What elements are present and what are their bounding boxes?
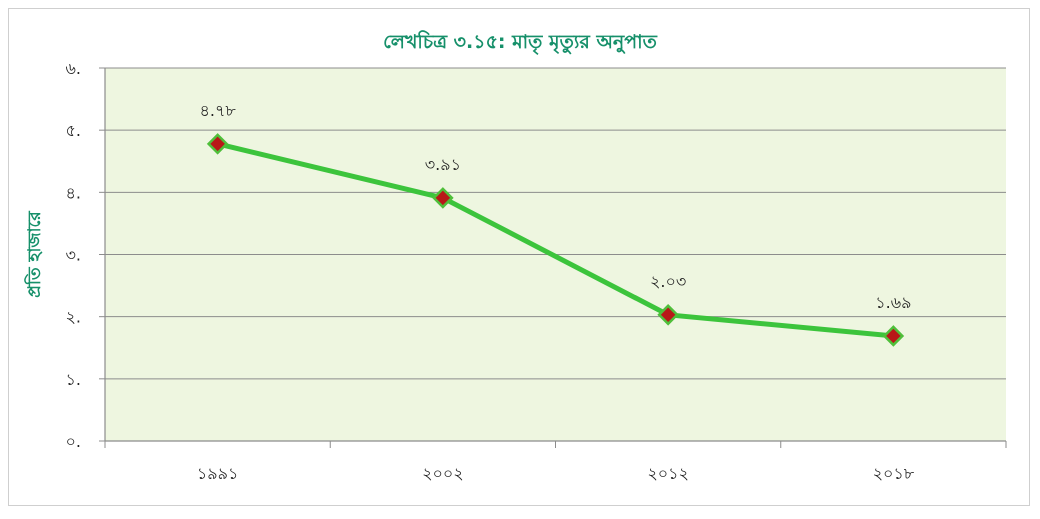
data-label: ৪.৭৮ bbox=[199, 101, 236, 120]
data-labels: ৪.৭৮ ৩.৯১ ২.০৩ ১.৬৯ bbox=[199, 101, 911, 312]
data-label: ১.৬৯ bbox=[875, 293, 911, 312]
x-tick-label: ২০১২ bbox=[647, 464, 689, 483]
y-tick-label: ৪. bbox=[66, 183, 81, 202]
y-tick-label: ২. bbox=[66, 308, 82, 327]
x-tick-label: ২০০২ bbox=[422, 464, 464, 483]
data-point-marker bbox=[206, 133, 229, 155]
gridlines bbox=[105, 67, 1006, 380]
data-point-marker bbox=[882, 325, 905, 347]
data-label: ২.০৩ bbox=[650, 272, 686, 291]
x-tick-label: ২০১৮ bbox=[873, 464, 915, 483]
y-tick-label: ১. bbox=[66, 370, 81, 389]
y-tick-label: ৬. bbox=[66, 59, 82, 78]
y-tick-label: ৩. bbox=[66, 246, 82, 265]
data-point-marker bbox=[657, 304, 679, 326]
data-label: ৩.৯১ bbox=[425, 155, 461, 174]
series-layer bbox=[206, 133, 905, 347]
y-tick-labels: ০. ১. ২. ৩. ৪. ৫. ৬. bbox=[66, 59, 82, 451]
x-tick-label: ১৯৯১ bbox=[197, 464, 239, 483]
data-point-marker bbox=[432, 187, 454, 209]
y-tick-label: ০. bbox=[66, 432, 82, 451]
series-line bbox=[215, 141, 896, 339]
x-tick-labels: ১৯৯১ ২০০২ ২০১২ ২০১৮ bbox=[197, 464, 915, 483]
axes bbox=[99, 67, 1007, 448]
chart-title: লেখচিত্র ৩.১৫: মাতৃ মৃত্যুর অনুপাত bbox=[383, 31, 657, 53]
y-tick-label: ৫. bbox=[66, 121, 81, 140]
y-axis-label: প্রতি হাজারে bbox=[23, 211, 45, 298]
